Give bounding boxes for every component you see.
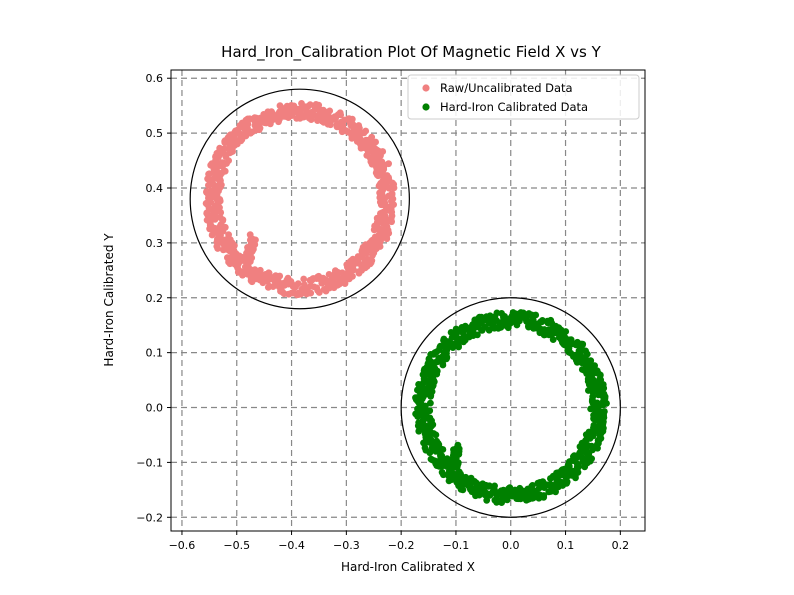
data-point [545,326,553,333]
data-point [475,491,483,499]
data-point [217,209,225,216]
y-tick-label: 0.2 [146,292,164,305]
x-tick-label: −0.2 [388,539,415,552]
data-point [427,393,435,400]
data-point [368,133,376,141]
data-point [558,478,565,486]
chart-title: Hard_Iron_Calibration Plot Of Magnetic F… [221,43,601,62]
data-point [214,245,222,252]
fitted-circle [189,88,410,310]
data-point [432,431,440,439]
series-points [202,100,398,299]
series-points [412,309,610,506]
data-point [381,195,388,203]
data-point [426,449,434,457]
axis-ticks: −0.6 −0.5 −0.4 −0.3 −0.2 −0.1 0.0 0.1 0.2 −0.2 −0.… [136,72,629,552]
x-tick-label: −0.6 [169,539,196,552]
data-point [549,336,557,343]
data-points [202,100,610,506]
data-point [601,408,608,415]
data-point [208,231,216,239]
data-point [589,404,597,412]
data-point [588,442,596,450]
y-tick-label: 0.4 [146,182,164,195]
legend-label: Raw/Uncalibrated Data [440,81,573,95]
data-point [447,329,455,336]
data-point [503,496,511,504]
data-point [368,257,376,264]
data-point [298,100,305,107]
data-point [349,255,357,263]
data-point [256,266,264,274]
data-point [415,427,423,435]
data-point [350,266,357,274]
x-tick-label: 0.2 [612,539,630,552]
data-point [349,272,356,280]
y-tick-label: −0.1 [136,456,163,469]
data-point [448,476,456,483]
data-point [529,482,536,489]
legend-marker [422,84,430,92]
data-point [483,496,491,504]
data-point [414,413,422,420]
data-point [276,272,284,280]
data-point [427,399,434,407]
y-tick-label: 0.0 [146,402,164,415]
data-point [589,393,597,401]
data-point [439,361,447,369]
data-point [459,486,467,494]
data-point [294,280,302,287]
data-point [454,441,462,449]
legend-box [407,74,640,120]
data-point [574,338,581,346]
data-point [448,334,456,341]
data-point [388,197,396,204]
fitted-circle [400,297,621,518]
data-point [300,275,308,283]
plot-frame [170,69,646,532]
data-point [205,181,212,189]
x-tick-label: −0.3 [333,539,360,552]
y-tick-label: 0.3 [146,237,164,250]
data-point [333,120,341,128]
data-point [578,366,586,373]
y-tick-label: 0.6 [146,72,164,85]
x-axis-label: Hard-Iron Calibrated X [341,560,475,574]
y-tick-label: 0.1 [146,347,164,360]
data-point [249,236,257,244]
data-point [544,317,551,325]
y-tick-label: −0.2 [136,511,163,524]
data-point [388,190,396,198]
data-point [315,289,323,296]
x-tick-label: −0.4 [278,539,305,552]
x-tick-label: 0.0 [502,539,520,552]
y-axis-label: Hard-Iron Calibrated Y [102,233,116,367]
x-tick-label: −0.1 [443,539,470,552]
fitted-circles [189,88,621,518]
legend-marker [422,103,430,111]
data-point [590,421,598,429]
data-point [221,139,229,147]
y-tick-label: 0.5 [146,127,164,140]
data-point [540,492,548,499]
data-point [246,231,254,239]
data-point [307,289,315,297]
x-tick-label: 0.1 [557,539,575,552]
data-point [449,344,457,351]
legend-label: Hard-Iron Calibrated Data [440,100,588,114]
data-point [276,102,284,110]
x-tick-label: −0.5 [223,539,250,552]
legend: Raw/Uncalibrated Data Hard-Iron Calibrate… [407,74,640,120]
